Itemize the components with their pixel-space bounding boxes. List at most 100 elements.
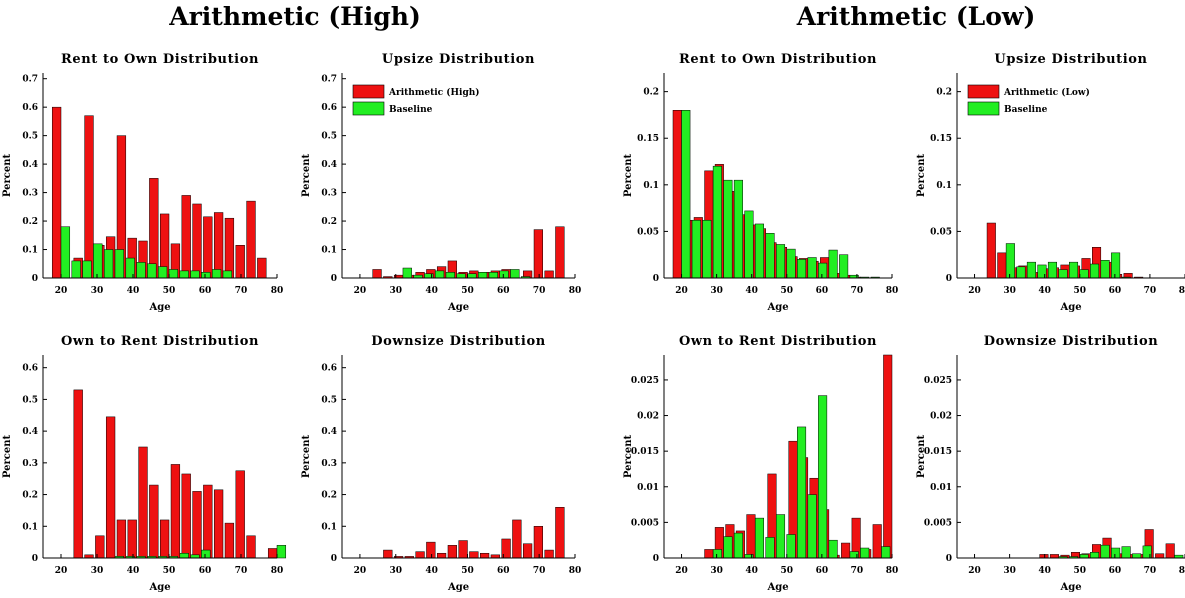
bar-baseline — [776, 244, 786, 279]
x-axis-label: Age — [447, 302, 469, 313]
bar-scenario — [138, 446, 148, 559]
bar-scenario — [872, 524, 882, 559]
x-tick-label: 40 — [425, 286, 438, 296]
bar-baseline — [754, 223, 764, 279]
bar-scenario — [533, 526, 543, 559]
legend-label: Baseline — [389, 105, 433, 115]
bar-baseline — [723, 179, 733, 279]
x-axis-label: Age — [148, 302, 170, 313]
y-tick-label: 0.3 — [22, 459, 38, 469]
x-tick-label: 50 — [1074, 566, 1087, 576]
bar-scenario — [1039, 554, 1049, 559]
bar-baseline — [402, 267, 412, 279]
bar-baseline — [1069, 261, 1079, 279]
x-tick-label: 40 — [1038, 566, 1051, 576]
bar-baseline — [733, 179, 743, 279]
bar-scenario — [746, 514, 756, 559]
x-tick-label: 30 — [710, 286, 723, 296]
x-tick-label: 20 — [354, 286, 367, 296]
bar-baseline — [1058, 269, 1068, 279]
bar-baseline — [681, 110, 691, 279]
y-axis-label: Percent — [623, 154, 634, 198]
x-tick-label: 50 — [461, 286, 474, 296]
bar-scenario — [224, 522, 235, 559]
y-tick-label: 0.1 — [22, 246, 38, 256]
legend-swatch — [352, 84, 385, 99]
bar-baseline — [1121, 546, 1131, 559]
bar-scenario — [704, 549, 714, 559]
bar-baseline — [1005, 243, 1015, 279]
bar-scenario — [426, 541, 436, 559]
bar-scenario — [544, 549, 554, 559]
bar-scenario — [192, 203, 202, 279]
bar-baseline — [733, 532, 743, 559]
y-tick-label: 0.2 — [321, 217, 337, 227]
x-tick-label: 60 — [199, 566, 212, 576]
x-tick-label: 20 — [354, 566, 367, 576]
y-tick-label: 0.6 — [321, 364, 337, 374]
bar-scenario — [213, 489, 224, 559]
bar-scenario — [672, 110, 682, 279]
y-axis-label: Percent — [301, 435, 312, 479]
y-tick-label: 0.15 — [637, 134, 659, 144]
bar-baseline — [712, 165, 722, 279]
y-tick-label: 0.5 — [22, 395, 38, 405]
legend-swatch — [967, 84, 1000, 99]
x-tick-label: 80 — [886, 286, 899, 296]
bar-scenario — [257, 257, 267, 279]
bar-scenario — [149, 178, 159, 279]
y-axis-label: Percent — [301, 154, 312, 198]
x-tick-label: 30 — [91, 566, 104, 576]
y-tick-label: 0.1 — [936, 181, 952, 191]
bar-scenario — [203, 484, 213, 559]
bar-baseline — [1016, 266, 1026, 279]
bar-scenario — [159, 519, 170, 559]
bar-baseline — [1079, 554, 1089, 559]
y-tick-label: 0.1 — [22, 522, 38, 532]
bar-baseline — [179, 552, 189, 559]
x-tick-label: 60 — [497, 286, 510, 296]
legend-swatch — [352, 101, 385, 116]
bar-scenario — [235, 470, 245, 559]
panel-title: Downsize Distribution — [984, 334, 1159, 349]
x-tick-label: 20 — [968, 566, 981, 576]
bar-baseline — [828, 539, 838, 559]
y-tick-label: 0.4 — [22, 427, 38, 437]
bar-baseline — [786, 248, 796, 279]
y-tick-label: 0 — [32, 274, 38, 284]
x-tick-label: 60 — [1109, 286, 1122, 296]
bar-scenario — [224, 217, 235, 279]
y-tick-label: 0.5 — [22, 132, 38, 142]
x-tick-label: 50 — [781, 566, 794, 576]
x-tick-label: 30 — [91, 286, 104, 296]
y-tick-label: 0.15 — [930, 134, 952, 144]
bar-baseline — [765, 233, 775, 279]
y-tick-label: 0.01 — [930, 483, 952, 493]
bar-baseline — [276, 545, 287, 559]
y-tick-label: 0.2 — [22, 217, 38, 227]
bar-baseline — [881, 546, 891, 559]
y-tick-label: 0.6 — [22, 103, 38, 113]
bar-scenario — [986, 222, 996, 279]
y-tick-label: 0.3 — [321, 189, 337, 199]
bar-scenario — [246, 535, 256, 559]
x-tick-label: 50 — [1074, 286, 1087, 296]
x-tick-label: 70 — [235, 286, 248, 296]
bar-baseline — [499, 270, 509, 279]
group-title-low: Arithmetic (Low) — [796, 2, 1036, 31]
bar-scenario — [51, 106, 62, 279]
x-axis-label: Age — [1059, 582, 1081, 593]
x-tick-label: 40 — [127, 566, 140, 576]
y-tick-label: 0.4 — [321, 427, 337, 437]
bar-scenario — [84, 115, 94, 279]
x-tick-label: 20 — [675, 286, 688, 296]
bar-baseline — [797, 259, 807, 279]
x-tick-label: 60 — [497, 566, 510, 576]
bar-baseline — [765, 537, 775, 559]
y-tick-label: 0.02 — [930, 412, 952, 422]
bar-scenario — [203, 216, 213, 279]
x-axis-label: Age — [1059, 302, 1081, 313]
x-tick-label: 80 — [886, 566, 899, 576]
bar-baseline — [136, 262, 146, 279]
